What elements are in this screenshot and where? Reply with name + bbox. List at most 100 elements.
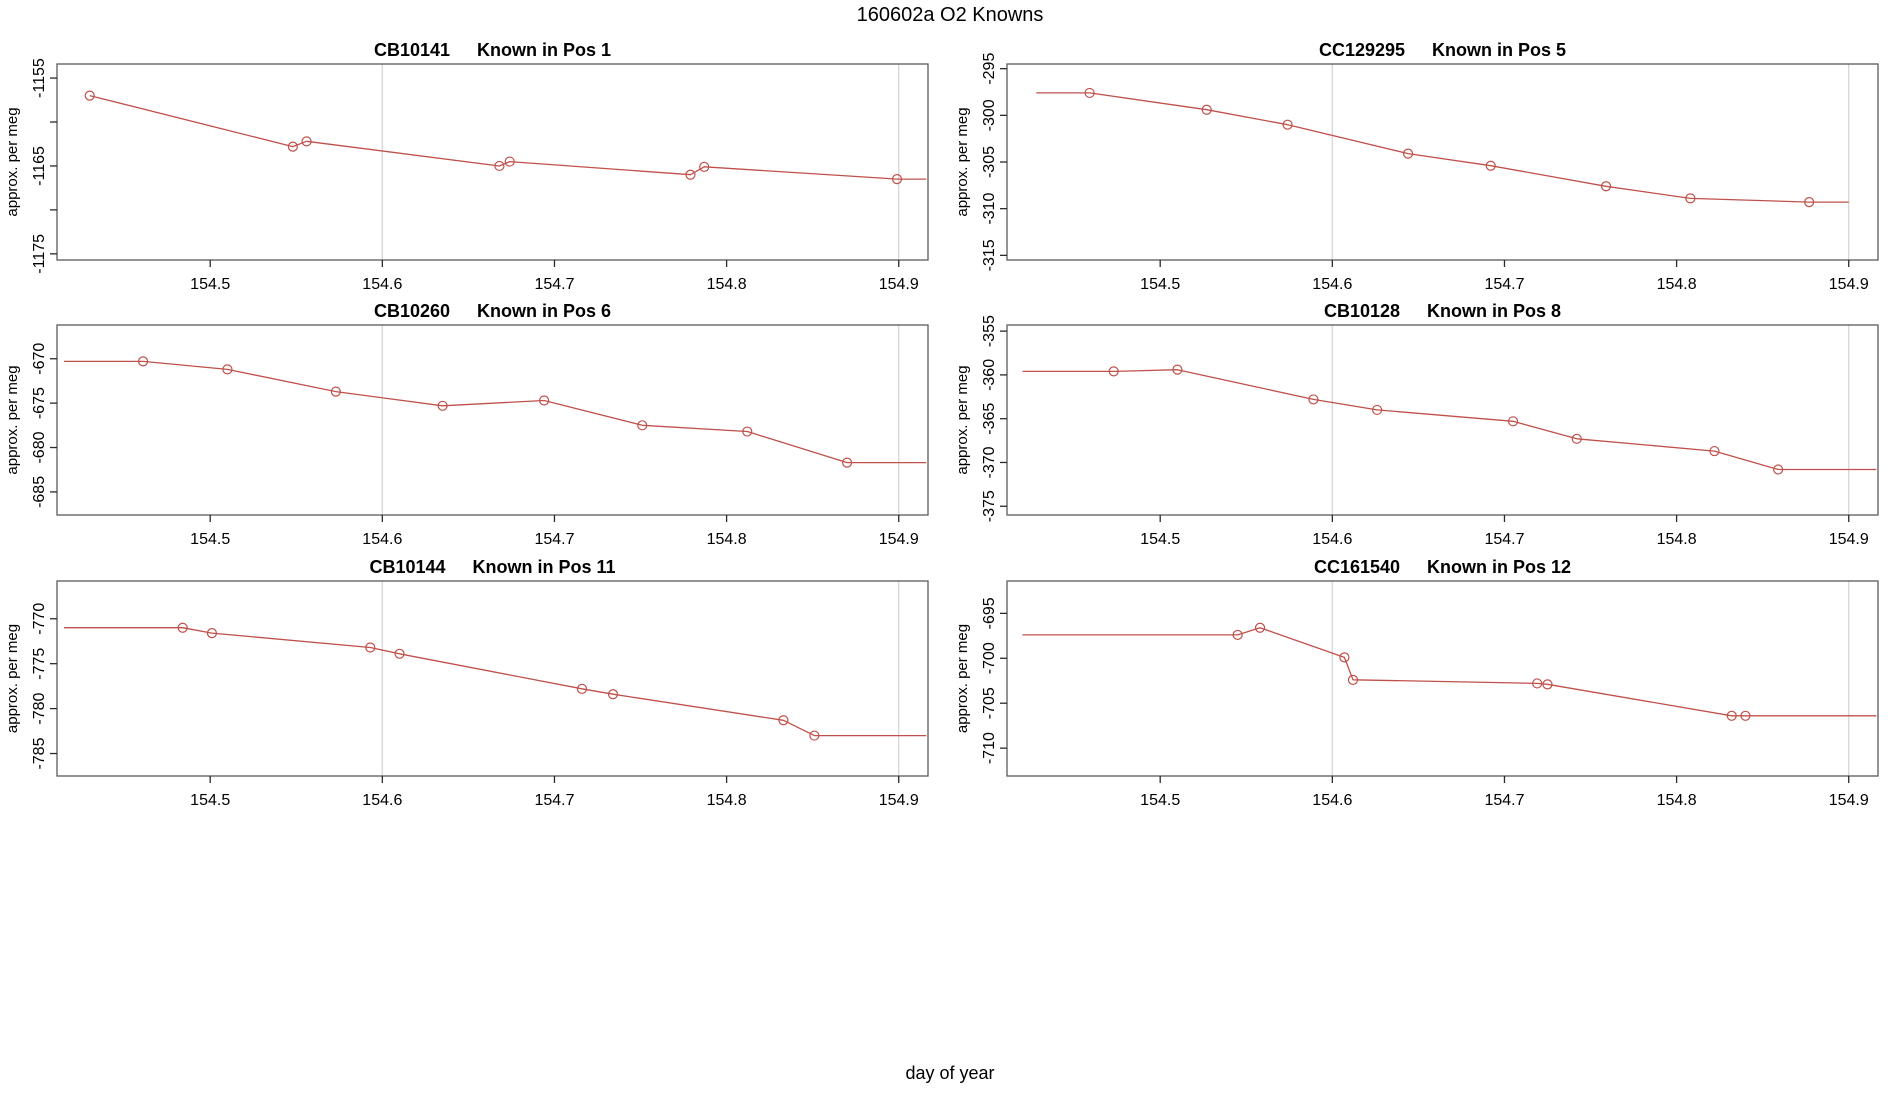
y-tick-label: -310 <box>981 193 998 225</box>
y-tick-label: -1165 <box>31 146 48 186</box>
data-point <box>1804 197 1815 208</box>
data-point <box>84 90 95 101</box>
x-tick-label: 154.7 <box>534 276 574 293</box>
subplot-CC129295: 154.5 154.6 154.7 154.8 154.9 -295 -300 -305 -31… <box>954 40 1879 293</box>
y-tick-label: -1175 <box>31 234 48 274</box>
y-tick-label: -775 <box>31 648 48 680</box>
x-tick-label: 154.5 <box>1140 276 1180 293</box>
data-point <box>1347 674 1359 685</box>
data-point <box>1108 366 1119 377</box>
x-tick-label: 154.5 <box>190 276 230 293</box>
y-tick-label: -695 <box>981 597 998 629</box>
y-tick-label: -360 <box>981 359 998 391</box>
x-tick-label: 154.5 <box>190 792 230 809</box>
panel-border <box>56 324 929 516</box>
y-tick-label: -355 <box>981 315 998 347</box>
x-tick-label: 154.8 <box>707 531 747 548</box>
subplot-CB10144: 154.5 154.6 154.7 154.8 154.9 -770 -775 -780 -78… <box>4 557 929 809</box>
data-point <box>1485 160 1496 171</box>
data-line <box>1022 369 1877 471</box>
data-point <box>1709 445 1720 457</box>
data-point <box>1740 710 1751 721</box>
y-tick-label: -295 <box>981 53 998 85</box>
main-title: 160602a O2 Knowns <box>856 4 1044 26</box>
y-tick-label: -1155 <box>31 58 48 98</box>
panel-border <box>56 63 929 261</box>
x-tick-label: 154.5 <box>190 531 230 548</box>
subplot-title: CC161540 Known in Pos 12 <box>1314 557 1571 577</box>
x-tick-label: 154.6 <box>1312 531 1352 548</box>
data-line <box>63 627 927 737</box>
data-point <box>607 689 619 700</box>
subplot-title: CB10141 Known in Pos 1 <box>374 40 611 60</box>
data-point <box>1339 652 1350 663</box>
x-tick-label: 154.8 <box>707 792 747 809</box>
y-axis-label: approx. per meg <box>4 624 21 733</box>
data-line <box>89 94 927 180</box>
x-tick-label: 154.8 <box>1657 792 1697 809</box>
subplot-title: CB10128 Known in Pos 8 <box>1324 301 1561 321</box>
data-point <box>685 169 696 180</box>
y-tick-label: -710 <box>981 732 998 764</box>
x-tick-label: 154.5 <box>1140 792 1180 809</box>
y-tick-label: -685 <box>31 476 48 508</box>
shared-x-axis-label: day of year <box>905 1063 995 1083</box>
y-tick-label: -370 <box>981 446 998 478</box>
x-tick-label: 154.9 <box>1829 276 1869 293</box>
data-point <box>504 156 515 167</box>
data-point <box>637 420 648 431</box>
x-tick-label: 154.6 <box>362 531 402 548</box>
data-line <box>1022 627 1877 717</box>
x-tick-label: 154.9 <box>879 276 919 293</box>
y-tick-label: -375 <box>981 490 998 522</box>
data-point <box>576 683 588 694</box>
data-point <box>137 356 149 367</box>
data-point <box>778 715 789 726</box>
y-axis-label: approx. per meg <box>4 365 21 474</box>
data-point <box>394 648 405 659</box>
x-tick-label: 154.7 <box>1484 276 1524 293</box>
data-point <box>1084 87 1095 99</box>
data-point <box>301 136 312 147</box>
x-tick-label: 154.9 <box>879 792 919 809</box>
data-point <box>1773 464 1784 475</box>
x-tick-label: 154.7 <box>1484 531 1524 548</box>
y-axis-label: approx. per meg <box>954 624 971 733</box>
y-tick-label: -305 <box>981 146 998 178</box>
y-tick-label: -770 <box>31 603 48 635</box>
data-point <box>177 622 188 633</box>
x-tick-label: 154.9 <box>879 531 919 548</box>
data-point <box>891 174 903 185</box>
data-point <box>1507 416 1519 427</box>
x-tick-label: 154.7 <box>534 531 574 548</box>
x-tick-label: 154.7 <box>534 792 574 809</box>
data-point <box>1308 394 1319 405</box>
data-point <box>365 642 376 653</box>
y-tick-label: -670 <box>31 343 48 375</box>
y-tick-label: -315 <box>981 239 998 271</box>
subplot-CC161540: 154.5 154.6 154.7 154.8 154.9 -695 -700 -705 -71… <box>954 557 1879 809</box>
x-tick-label: 154.7 <box>1484 792 1524 809</box>
x-tick-label: 154.9 <box>1829 531 1869 548</box>
y-tick-label: -780 <box>31 692 48 724</box>
subplot-title: CB10260 Known in Pos 6 <box>374 301 611 321</box>
y-tick-label: -300 <box>981 99 998 131</box>
y-axis-label: approx. per meg <box>954 365 971 474</box>
data-point <box>437 400 448 411</box>
x-tick-label: 154.8 <box>1657 276 1697 293</box>
y-tick-label: -675 <box>31 387 48 419</box>
panel-border <box>56 580 929 777</box>
data-line <box>1036 92 1849 203</box>
data-point <box>1172 364 1183 375</box>
data-point <box>287 141 298 152</box>
data-point <box>841 457 853 468</box>
y-tick-label: -365 <box>981 403 998 435</box>
data-line <box>63 360 927 464</box>
data-point <box>1201 104 1212 115</box>
data-point <box>539 395 550 406</box>
data-point <box>1542 679 1553 690</box>
data-point <box>1600 181 1612 192</box>
data-point <box>1726 710 1737 721</box>
panel-border <box>1006 63 1879 261</box>
data-point <box>222 364 233 375</box>
